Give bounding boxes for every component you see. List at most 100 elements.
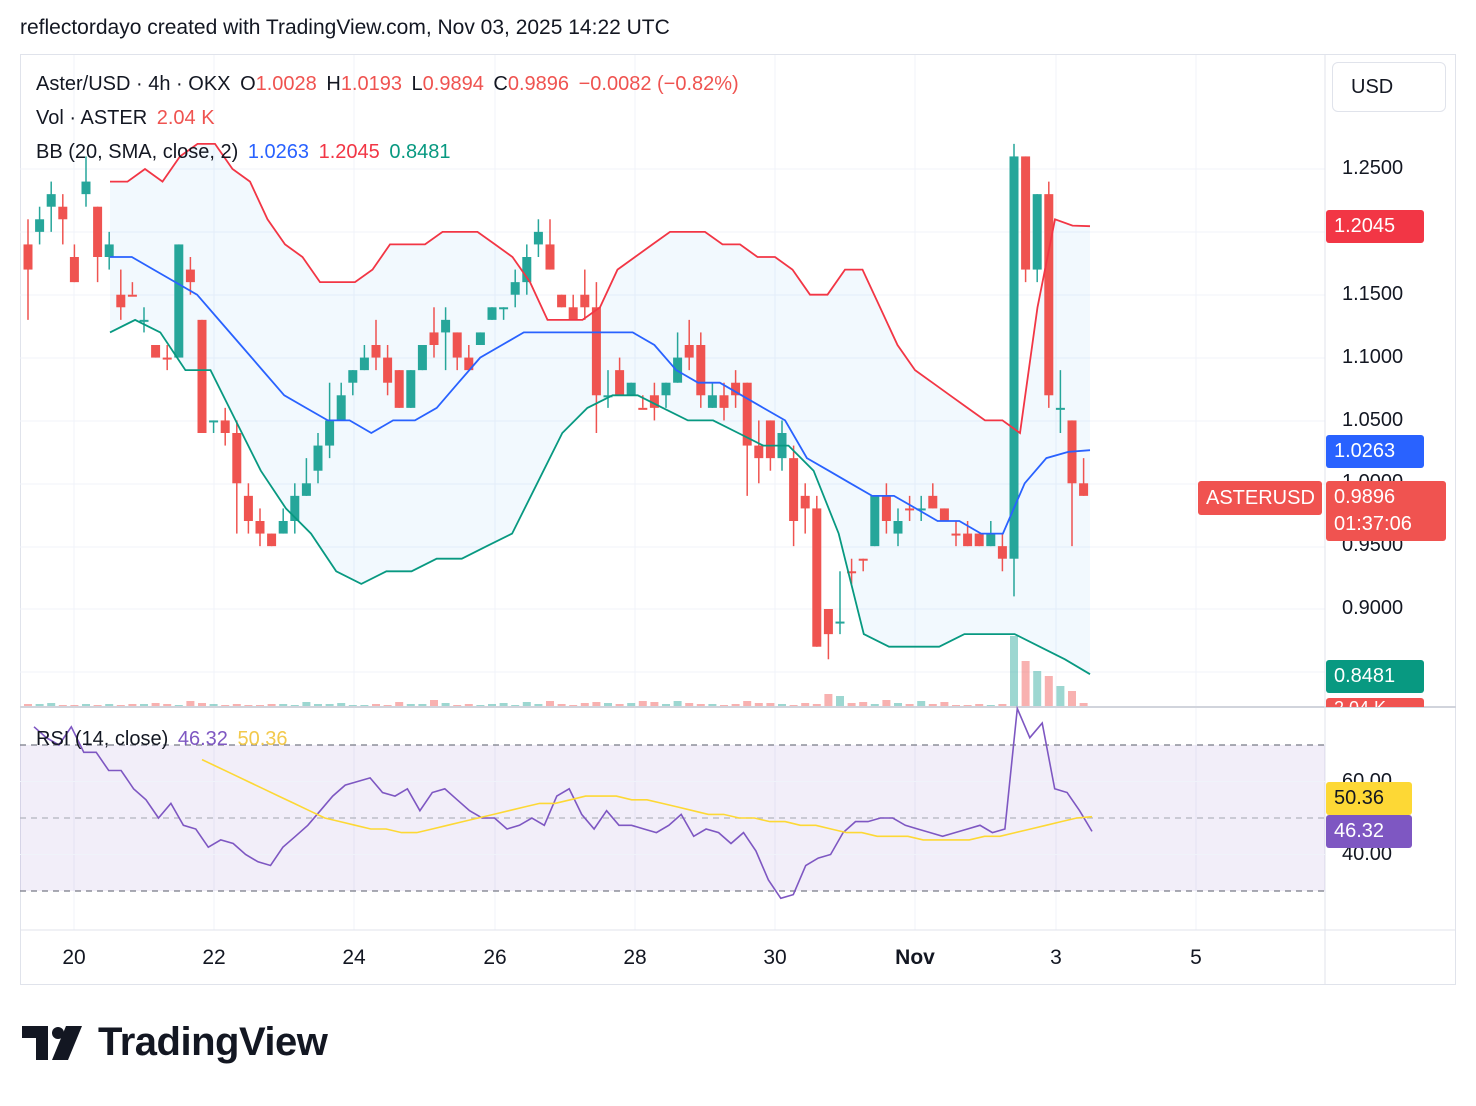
candle-body: [464, 357, 474, 371]
rsi-ma-tag: 50.36: [1326, 782, 1412, 815]
candle-body: [823, 609, 833, 635]
candle-body: [93, 206, 103, 257]
volume-bar: [244, 705, 253, 706]
volume-bar: [963, 705, 972, 706]
close-label: C: [493, 73, 508, 95]
volume-bar: [986, 705, 995, 706]
candle-body: [591, 307, 601, 396]
volume-bar: [151, 703, 160, 706]
high-value: 1.0193: [340, 73, 402, 95]
volume-bar: [70, 705, 79, 706]
price-tick-3: 1.1000: [1342, 346, 1404, 368]
volume-bar: [128, 704, 137, 706]
bb-basis-price-tag: 1.0263: [1326, 435, 1424, 468]
candle-body: [568, 307, 578, 320]
volume-bar: [905, 704, 914, 706]
candle-body: [174, 244, 184, 358]
tradingview-logo-icon: [22, 1025, 82, 1060]
volume-bar: [720, 705, 728, 706]
volume-bar: [453, 705, 462, 706]
candle-body: [881, 495, 891, 521]
bb-lower-line: [109, 318, 1091, 675]
candle-body: [928, 495, 938, 509]
symbol-title[interactable]: Aster/USD · 4h · OKX: [36, 73, 231, 95]
volume-bar: [511, 705, 520, 706]
candle-body: [580, 294, 590, 308]
candle-body: [127, 294, 137, 297]
volume-bar: [522, 702, 531, 706]
volume-bar: [673, 701, 682, 706]
candle-body: [139, 319, 149, 322]
candle-body: [162, 357, 172, 360]
rsi-legend-value: 46.32: [177, 728, 228, 750]
candle-body: [348, 370, 358, 383]
volume-title[interactable]: Vol · ASTER: [36, 107, 148, 129]
volume-bar: [557, 704, 566, 706]
x-tick-28: 28: [623, 946, 647, 969]
symbol-legend: Aster/USD · 4h · OKX O1.0028 H1.0193 L0.…: [36, 73, 743, 96]
candle-body: [649, 395, 659, 408]
volume-bar: [488, 704, 496, 706]
candle-body: [267, 533, 277, 547]
candle-body: [800, 495, 810, 509]
volume-bar: [766, 703, 775, 706]
volume-value: 2.04 K: [156, 107, 215, 129]
candle-body: [1021, 156, 1031, 270]
volume-bar: [302, 702, 311, 706]
change-value: −0.0082 (−0.82%): [578, 73, 739, 95]
candle-body: [638, 407, 648, 410]
candle-body: [116, 294, 126, 308]
volume-bar: [198, 703, 206, 706]
candle-body: [371, 345, 381, 358]
candle-body: [46, 194, 56, 207]
x-tick-24: 24: [342, 946, 366, 969]
volume-bar: [627, 703, 636, 706]
volume-bar: [476, 705, 485, 706]
price-tick-4: 1.0500: [1342, 409, 1404, 431]
bb-lower-value: 0.8481: [389, 141, 451, 163]
candle-body: [986, 533, 996, 547]
candle-body: [325, 420, 335, 446]
candle-body: [220, 420, 230, 433]
candle-body: [151, 345, 161, 358]
volume-bar: [801, 703, 810, 706]
volume-bar: [975, 704, 984, 706]
volume-bar: [116, 705, 125, 706]
bb-title[interactable]: BB (20, SMA, close, 2): [36, 141, 239, 163]
volume-bar: [279, 704, 288, 706]
currency-button[interactable]: USD: [1332, 62, 1446, 112]
volume-bar: [1010, 636, 1018, 706]
candle-body: [255, 521, 265, 534]
last-price-tag: 0.9896 01:37:06: [1326, 481, 1446, 541]
candle-body: [951, 533, 961, 536]
candle-body: [696, 345, 706, 396]
volume-bar: [383, 705, 392, 706]
rsi-tag: 46.32: [1326, 815, 1412, 848]
rsi-title[interactable]: RSI (14, close): [36, 728, 169, 750]
volume-bar: [824, 694, 833, 706]
brand-logo[interactable]: TradingView: [22, 1020, 328, 1065]
candle-body: [243, 495, 253, 521]
candle-body: [858, 558, 868, 561]
volume-bar: [917, 701, 926, 706]
candle-body: [417, 345, 427, 371]
candle-body: [406, 370, 416, 408]
volume-price-tag: 2.04 K: [1326, 698, 1424, 707]
bb-band-fill: [110, 143, 1090, 675]
volume-bar: [998, 704, 1007, 706]
candle-body: [974, 533, 984, 547]
volume-bar: [1044, 676, 1053, 706]
candle-body: [441, 319, 451, 333]
last-price-value: 0.9896: [1334, 486, 1396, 508]
candle-body: [905, 508, 915, 511]
candle-body: [452, 332, 462, 358]
candle-body: [510, 282, 520, 295]
volume-bar: [325, 704, 334, 706]
candle-body: [1009, 156, 1019, 559]
chart-frame: [20, 54, 1456, 985]
low-value: 0.9894: [422, 73, 484, 95]
volume-bar: [464, 704, 473, 706]
candle-body: [754, 445, 764, 459]
volume-bar: [430, 700, 438, 706]
